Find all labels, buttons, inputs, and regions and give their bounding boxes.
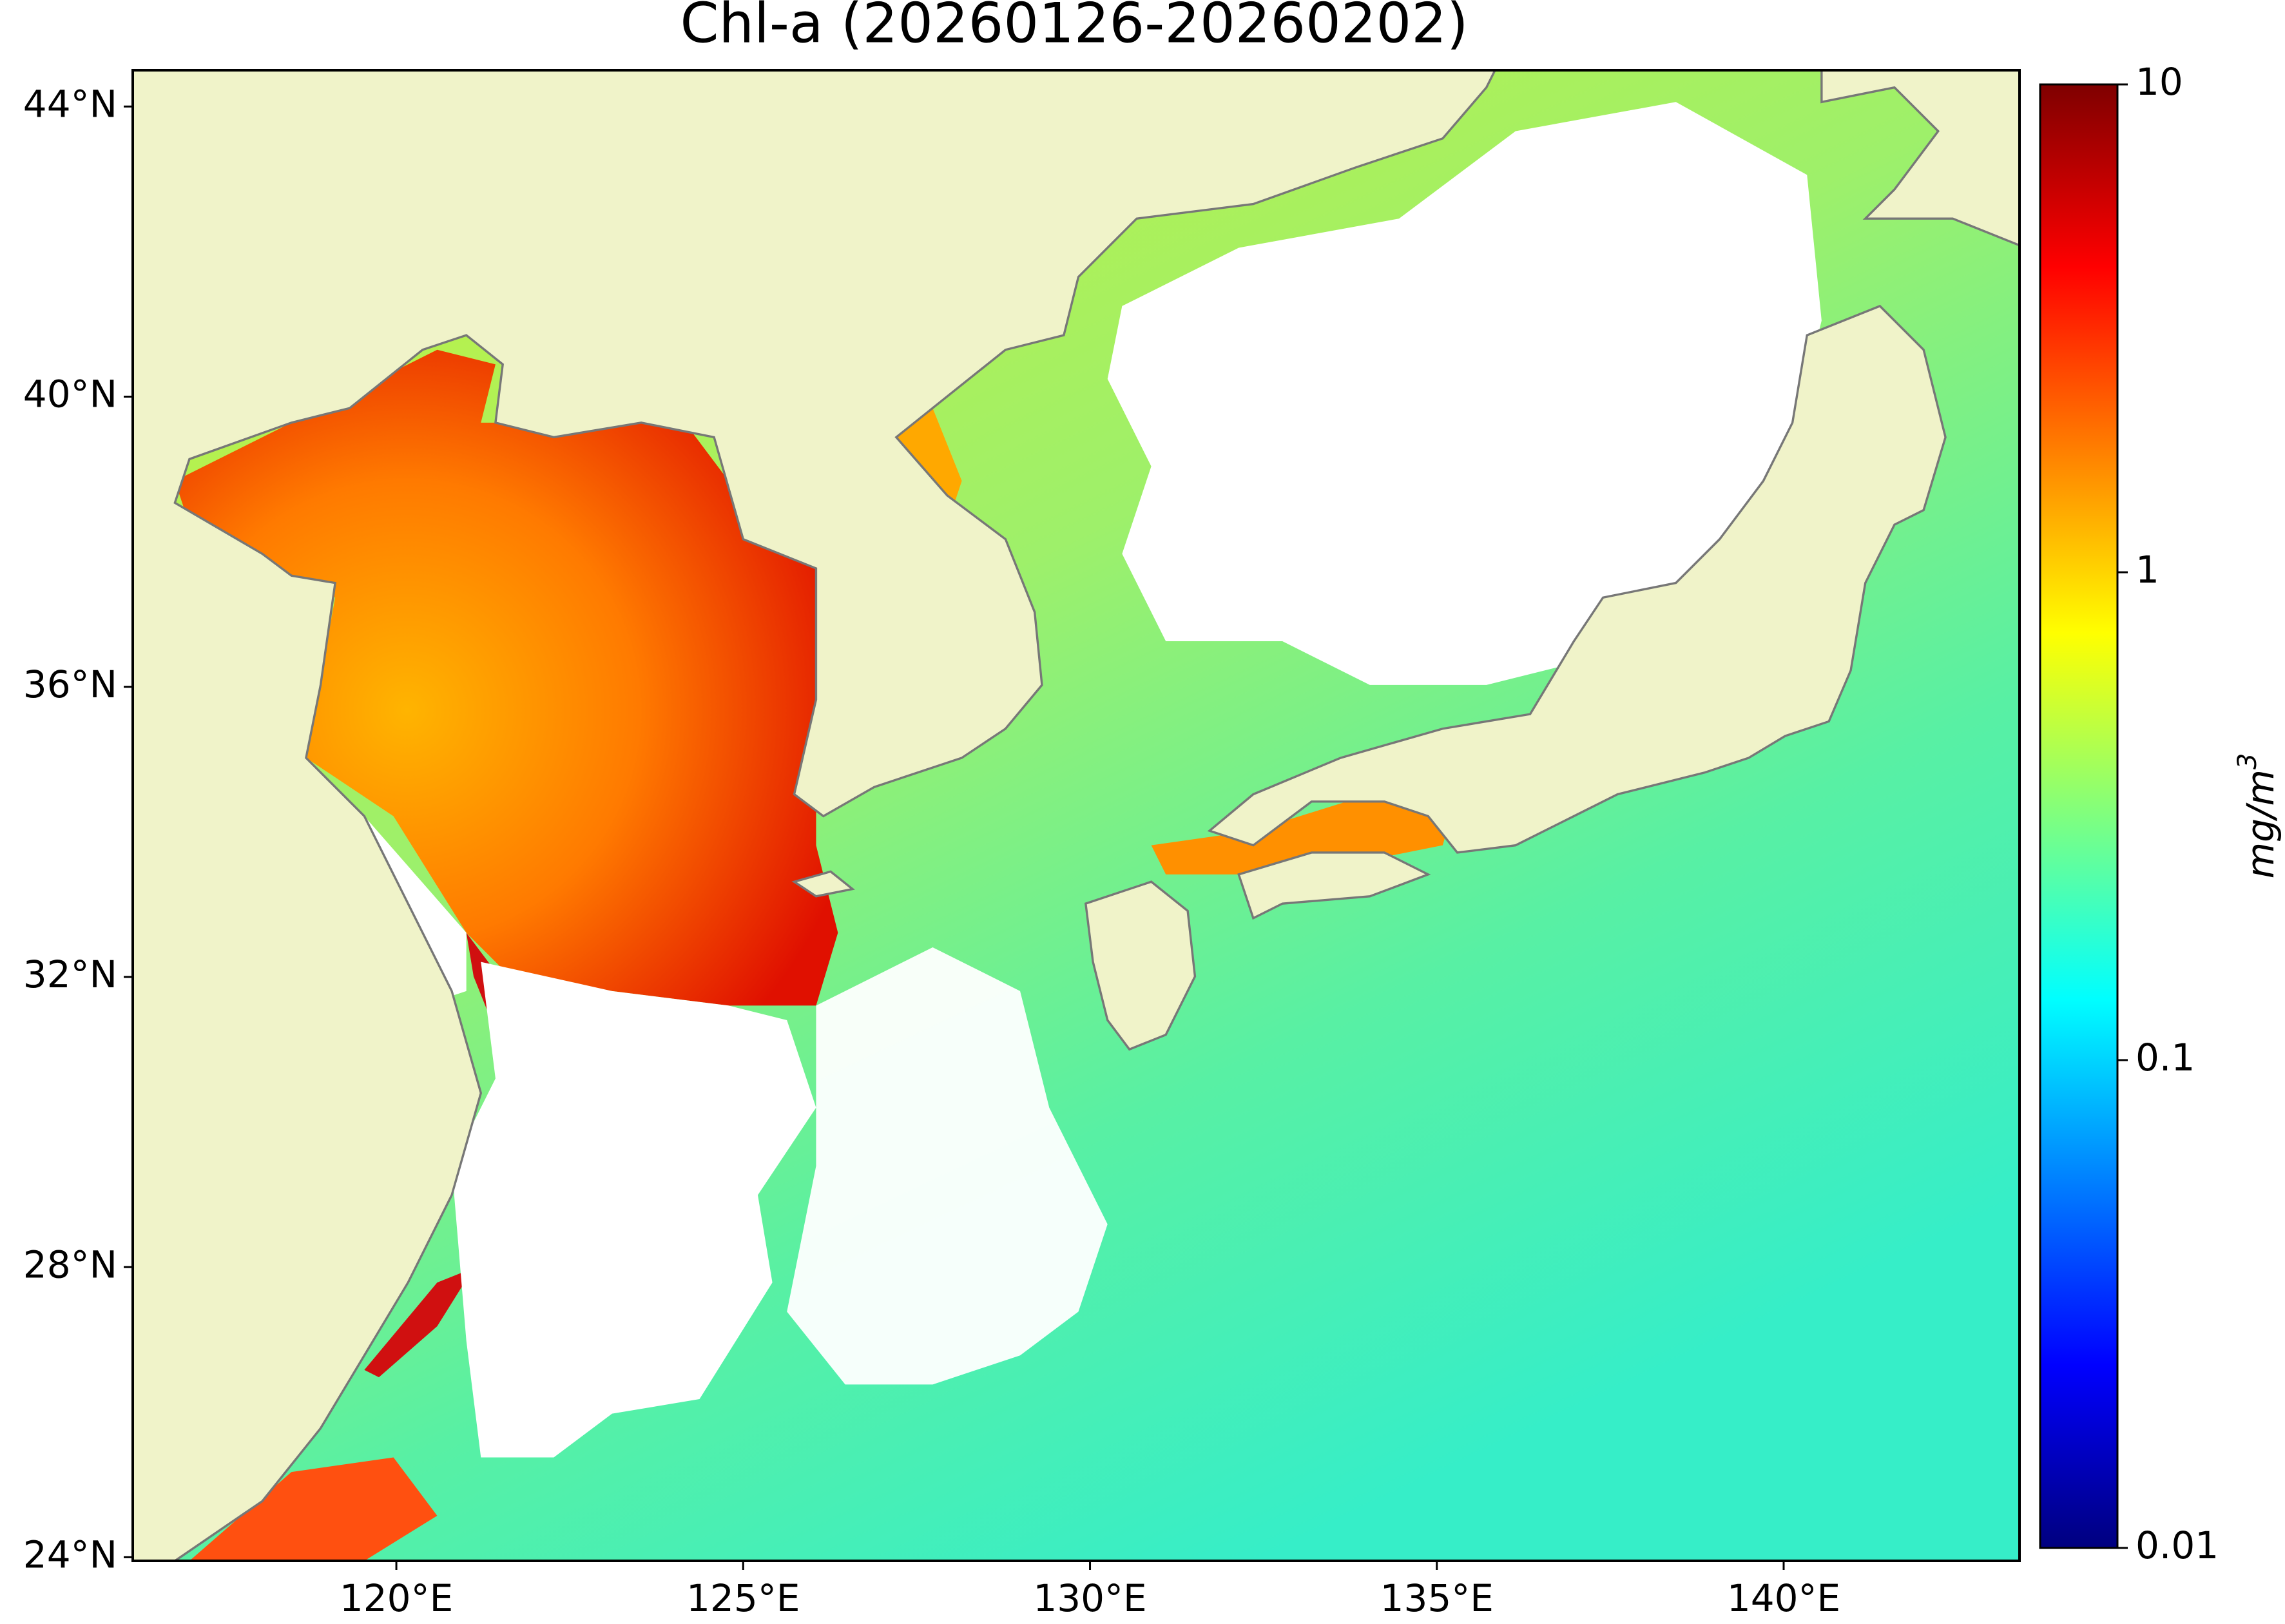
high-chl-region [175, 349, 838, 1006]
colorbar [2039, 83, 2119, 1549]
x-tick-label: 140°E [1727, 1576, 1840, 1620]
cloud [787, 947, 1108, 1385]
colorbar-tick-label: 0.01 [2136, 1523, 2219, 1567]
map-shapes [133, 70, 2020, 1561]
y-tick-label: 24°N [23, 1532, 117, 1576]
y-tick-label: 40°N [23, 372, 117, 416]
y-tick-label: 36°N [23, 662, 117, 706]
colorbar-tick-label: 0.1 [2136, 1036, 2195, 1079]
y-tick-label: 32°N [23, 952, 117, 996]
y-tick-label: 28°N [23, 1242, 117, 1286]
land [1084, 880, 1197, 1051]
chart-title: Chl-a (20260126-20260202) [680, 0, 1468, 55]
y-tick-label: 44°N [23, 82, 117, 126]
land [1820, 70, 2020, 247]
high-chl-region [364, 1268, 474, 1378]
x-tick-label: 130°E [1033, 1576, 1146, 1620]
x-tick-label: 120°E [340, 1576, 453, 1620]
land [1237, 851, 1431, 920]
x-tick-label: 125°E [686, 1576, 800, 1620]
land [791, 870, 855, 898]
cloud [452, 962, 816, 1458]
colorbar-label-text: mg/m [2239, 769, 2282, 878]
map [133, 70, 2020, 1561]
cloud [1107, 102, 1822, 685]
land [133, 70, 1496, 1561]
colorbar-tick-label: 1 [2136, 548, 2159, 592]
colorbar-tick-label: 10 [2136, 60, 2183, 104]
land [1207, 304, 1947, 854]
map-frame [131, 69, 2021, 1562]
colorbar-label-superscript: 3 [2233, 753, 2262, 769]
high-chl-region [189, 1457, 438, 1561]
colorbar-label: mg/m3 [2233, 753, 2282, 879]
cloud [364, 816, 467, 1006]
x-tick-label: 135°E [1380, 1576, 1494, 1620]
